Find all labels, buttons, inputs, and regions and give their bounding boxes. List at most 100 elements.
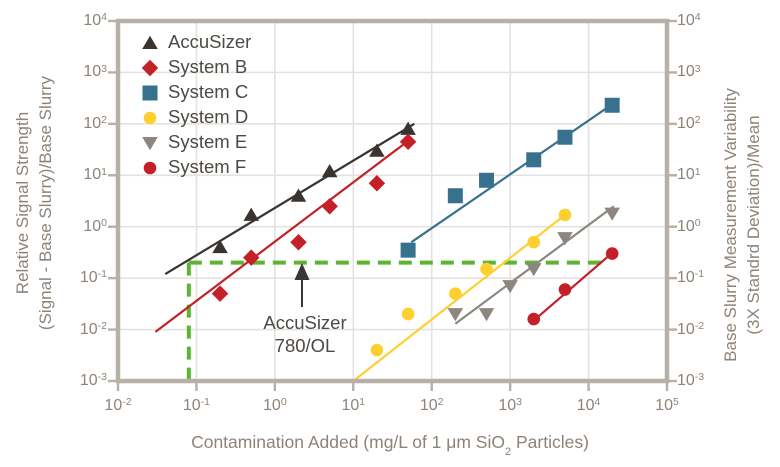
accusizer-marker-icon <box>142 35 158 49</box>
legend-item-system-f: System F <box>141 158 251 177</box>
x-axis-title: Contamination Added (mg/L of 1 μm SiO2 P… <box>90 431 690 462</box>
series-system-e <box>447 205 620 325</box>
left-axis-title: Relative Signal Strength (Signal - Base … <box>11 23 57 383</box>
legend-item-system-c: System C <box>141 83 251 102</box>
series-accusizer-marker <box>321 164 338 178</box>
system-d-marker-icon <box>143 111 157 124</box>
series-system-d-marker <box>480 262 493 276</box>
x-tick-label: 100 <box>263 396 287 414</box>
y-tick-label-right: 102 <box>677 114 701 132</box>
system-d-marker-glyph <box>143 111 157 124</box>
annotation-line1: AccuSizer <box>263 312 347 333</box>
left-axis-title-line2: (Signal - Base Slurry)/Base Slurry <box>36 75 55 331</box>
x-axis-title-subscript: 2 <box>504 446 512 459</box>
series-system-f-trendline <box>531 250 615 323</box>
y-tick-label-right: 101 <box>677 165 701 184</box>
accusizer-marker-glyph <box>142 35 158 49</box>
series-system-c-marker <box>400 242 416 258</box>
series-system-e-marker <box>525 263 542 277</box>
series-system-c-marker <box>447 188 463 204</box>
x-tick-label: 101 <box>341 396 366 414</box>
legend-item-system-e: System E <box>141 133 251 152</box>
y-tick-label-right: 10-1 <box>677 268 705 287</box>
series-accusizer-trendline <box>164 122 415 276</box>
y-tick-label-left: 100 <box>83 216 107 235</box>
y-tick-label-right: 100 <box>677 216 701 235</box>
series-accusizer-marker <box>369 143 385 157</box>
y-tick-label-left: 101 <box>83 165 107 184</box>
left-axis-title-line1: Relative Signal Strength <box>13 111 32 295</box>
y-tick-label-right: 10-2 <box>677 319 705 338</box>
x-axis-title-text-end: Particles) <box>511 432 589 452</box>
right-axis-title-line1: Base Slurry Measurement Variability <box>721 88 740 362</box>
system-c-marker-glyph <box>142 85 158 100</box>
y-tick-label-left: 102 <box>83 114 107 132</box>
legend-label-system-d: System D <box>168 106 249 128</box>
legend: AccuSizer System B System C System D System … <box>141 33 251 177</box>
series-system-f-marker <box>558 283 572 296</box>
annotation-accusizer-780ol: AccuSizer 780/OL <box>240 311 370 357</box>
series-system-b <box>154 133 417 333</box>
series-system-b-marker <box>242 249 260 266</box>
annotation-line2: 780/OL <box>274 335 336 356</box>
legend-label-accusizer: AccuSizer <box>168 31 252 53</box>
legend-label-system-c: System C <box>168 81 249 103</box>
series-system-c-marker <box>479 172 495 188</box>
right-axis-title-line2: (3X Standrd Deviation)/Mean <box>744 115 763 335</box>
series-system-e-marker <box>478 308 495 322</box>
series-system-e-marker <box>502 280 518 294</box>
series-system-b-marker <box>211 285 229 302</box>
annotation-arrow-head <box>294 263 310 280</box>
series-system-b-marker <box>321 197 338 215</box>
series-system-c-marker <box>604 97 620 113</box>
y-tick-label-left: 10-2 <box>79 319 107 338</box>
legend-item-system-d: System D <box>141 108 251 127</box>
y-tick-label-left: 10-1 <box>79 268 107 287</box>
series-system-d-marker <box>449 287 462 300</box>
right-axis-title: Base Slurry Measurement Variability (3X … <box>719 45 765 405</box>
system-e-marker-glyph <box>142 136 158 150</box>
series-accusizer-marker <box>243 207 260 221</box>
x-axis-title-text: Contamination Added (mg/L of 1 μm SiO <box>191 432 505 452</box>
series-system-c-marker <box>526 152 542 168</box>
system-f-marker-icon <box>143 161 157 174</box>
series-system-e-marker <box>604 207 620 221</box>
series-system-d-marker <box>370 343 384 357</box>
series-accusizer-marker <box>400 121 416 135</box>
series-system-d-marker <box>527 235 541 249</box>
system-b-marker-glyph <box>141 59 159 76</box>
series-system-c-marker <box>557 129 573 145</box>
x-tick-label: 104 <box>576 396 601 414</box>
series-system-b-marker <box>399 133 417 150</box>
y-tick-label-left: 104 <box>83 11 107 29</box>
y-tick-label-right: 103 <box>677 62 701 81</box>
legend-label-system-f: System F <box>168 156 247 178</box>
series-system-d-marker <box>558 208 572 222</box>
series-system-e-marker <box>447 308 464 322</box>
series-system-e-marker <box>557 232 573 246</box>
series-system-d <box>352 208 572 382</box>
y-tick-label-right: 10-3 <box>677 371 705 389</box>
legend-item-accusizer: AccuSizer <box>141 33 251 52</box>
x-tick-label: 105 <box>655 396 679 414</box>
legend-label-system-b: System B <box>168 56 248 78</box>
legend-item-system-b: System B <box>141 58 251 77</box>
series-system-c-trendline <box>410 103 613 244</box>
series-system-b-marker <box>368 175 386 192</box>
system-f-marker-glyph <box>143 161 157 174</box>
series-system-f <box>527 247 619 326</box>
series-accusizer <box>164 121 416 276</box>
plot-border <box>115 18 670 384</box>
legend-label-system-e: System E <box>168 131 248 153</box>
system-b-marker-icon <box>141 59 159 76</box>
x-tick-label: 102 <box>419 396 444 414</box>
series-system-d-marker <box>401 307 415 321</box>
series-system-b-trendline <box>154 137 413 333</box>
series-accusizer-marker <box>212 239 228 254</box>
series-system-f-marker <box>605 247 619 260</box>
series-system-f-marker <box>527 312 541 326</box>
series-system-c <box>400 97 620 258</box>
y-tick-label-left: 10-3 <box>79 371 107 389</box>
